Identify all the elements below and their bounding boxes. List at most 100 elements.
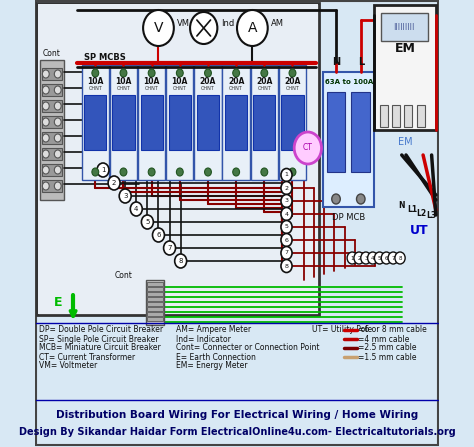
- Circle shape: [42, 102, 49, 110]
- Circle shape: [361, 252, 371, 264]
- Text: DP MCB: DP MCB: [332, 212, 365, 222]
- Text: 1: 1: [284, 173, 289, 177]
- Bar: [282, 95, 303, 150]
- Circle shape: [55, 70, 61, 78]
- Text: VM= Voltmeter: VM= Voltmeter: [39, 362, 97, 371]
- Text: 1: 1: [101, 167, 105, 173]
- Text: 5: 5: [284, 224, 289, 229]
- Bar: [404, 105, 412, 127]
- Bar: [327, 92, 346, 172]
- Text: =1.5 mm cable: =1.5 mm cable: [358, 353, 417, 362]
- Bar: [279, 65, 306, 180]
- Text: AM: AM: [271, 20, 284, 29]
- Circle shape: [347, 252, 357, 264]
- Text: N: N: [399, 201, 405, 210]
- Bar: [38, 4, 318, 314]
- Circle shape: [97, 163, 109, 177]
- Circle shape: [281, 260, 292, 273]
- Text: 7: 7: [167, 245, 172, 251]
- Circle shape: [55, 150, 61, 158]
- Text: 4: 4: [371, 256, 374, 261]
- Text: 10A: 10A: [172, 76, 188, 85]
- Bar: [42, 148, 62, 160]
- Text: CHNT: CHNT: [145, 87, 159, 92]
- Circle shape: [148, 69, 155, 77]
- Text: E: E: [55, 296, 63, 309]
- Circle shape: [205, 69, 211, 77]
- Bar: [147, 317, 163, 321]
- Text: CHNT: CHNT: [229, 87, 243, 92]
- Bar: [42, 164, 62, 176]
- Circle shape: [143, 10, 174, 46]
- Bar: [351, 92, 370, 172]
- Bar: [197, 95, 219, 150]
- Bar: [42, 100, 62, 112]
- Text: 7: 7: [284, 250, 289, 256]
- Bar: [84, 95, 106, 150]
- Text: 4: 4: [134, 206, 138, 212]
- Text: 6: 6: [384, 256, 388, 261]
- Text: VM: VM: [177, 20, 190, 29]
- Text: 3: 3: [123, 193, 128, 199]
- Bar: [169, 95, 191, 150]
- Circle shape: [42, 166, 49, 174]
- Circle shape: [42, 70, 49, 78]
- Circle shape: [141, 215, 154, 229]
- Circle shape: [294, 132, 321, 164]
- Circle shape: [55, 86, 61, 94]
- Text: CT: CT: [303, 143, 313, 152]
- Text: L3: L3: [427, 211, 437, 219]
- Text: 7: 7: [392, 256, 395, 261]
- Circle shape: [233, 168, 239, 176]
- Bar: [40, 60, 64, 200]
- Bar: [166, 65, 193, 180]
- Circle shape: [42, 86, 49, 94]
- Text: 1: 1: [350, 256, 354, 261]
- Circle shape: [42, 182, 49, 190]
- Text: Cont: Cont: [115, 270, 133, 279]
- Text: SP MCBS: SP MCBS: [84, 54, 126, 63]
- Text: 20A: 20A: [284, 76, 301, 85]
- Bar: [138, 65, 165, 180]
- Bar: [225, 95, 247, 150]
- Text: N: N: [332, 57, 340, 67]
- Text: E= Earth Connection: E= Earth Connection: [175, 353, 255, 362]
- Text: CHNT: CHNT: [285, 87, 300, 92]
- Text: Ind: Ind: [221, 20, 234, 29]
- Circle shape: [42, 118, 49, 126]
- Circle shape: [281, 233, 292, 246]
- Text: 5: 5: [145, 219, 150, 225]
- Bar: [42, 132, 62, 144]
- Text: MCB= Miniature Circuit Breaker: MCB= Miniature Circuit Breaker: [39, 343, 161, 353]
- Circle shape: [281, 181, 292, 194]
- Text: |||||||||: |||||||||: [393, 24, 415, 30]
- Text: L: L: [358, 57, 365, 67]
- Text: A: A: [247, 21, 257, 35]
- Bar: [37, 3, 319, 315]
- Text: Distribution Board Wiring For Electrical Wiring / Home Wiring: Distribution Board Wiring For Electrical…: [56, 410, 418, 420]
- Circle shape: [55, 102, 61, 110]
- Text: Ind= Indicator: Ind= Indicator: [175, 334, 230, 343]
- Bar: [112, 95, 135, 150]
- Bar: [42, 116, 62, 128]
- Text: 8: 8: [398, 256, 402, 261]
- Circle shape: [164, 241, 175, 255]
- Circle shape: [176, 168, 183, 176]
- Circle shape: [55, 134, 61, 142]
- Bar: [147, 297, 163, 301]
- Text: 20A: 20A: [228, 76, 244, 85]
- Text: 2: 2: [284, 186, 289, 190]
- Circle shape: [395, 252, 405, 264]
- Circle shape: [281, 169, 292, 181]
- Circle shape: [92, 168, 99, 176]
- Text: 5: 5: [378, 256, 381, 261]
- Text: 3: 3: [284, 198, 289, 203]
- Circle shape: [130, 202, 142, 216]
- Circle shape: [55, 182, 61, 190]
- Bar: [146, 280, 164, 325]
- Bar: [251, 65, 278, 180]
- Text: UT= Utility Pole: UT= Utility Pole: [312, 325, 372, 334]
- Circle shape: [237, 10, 268, 46]
- Bar: [147, 302, 163, 306]
- Text: EM= Energy Meter: EM= Energy Meter: [175, 362, 247, 371]
